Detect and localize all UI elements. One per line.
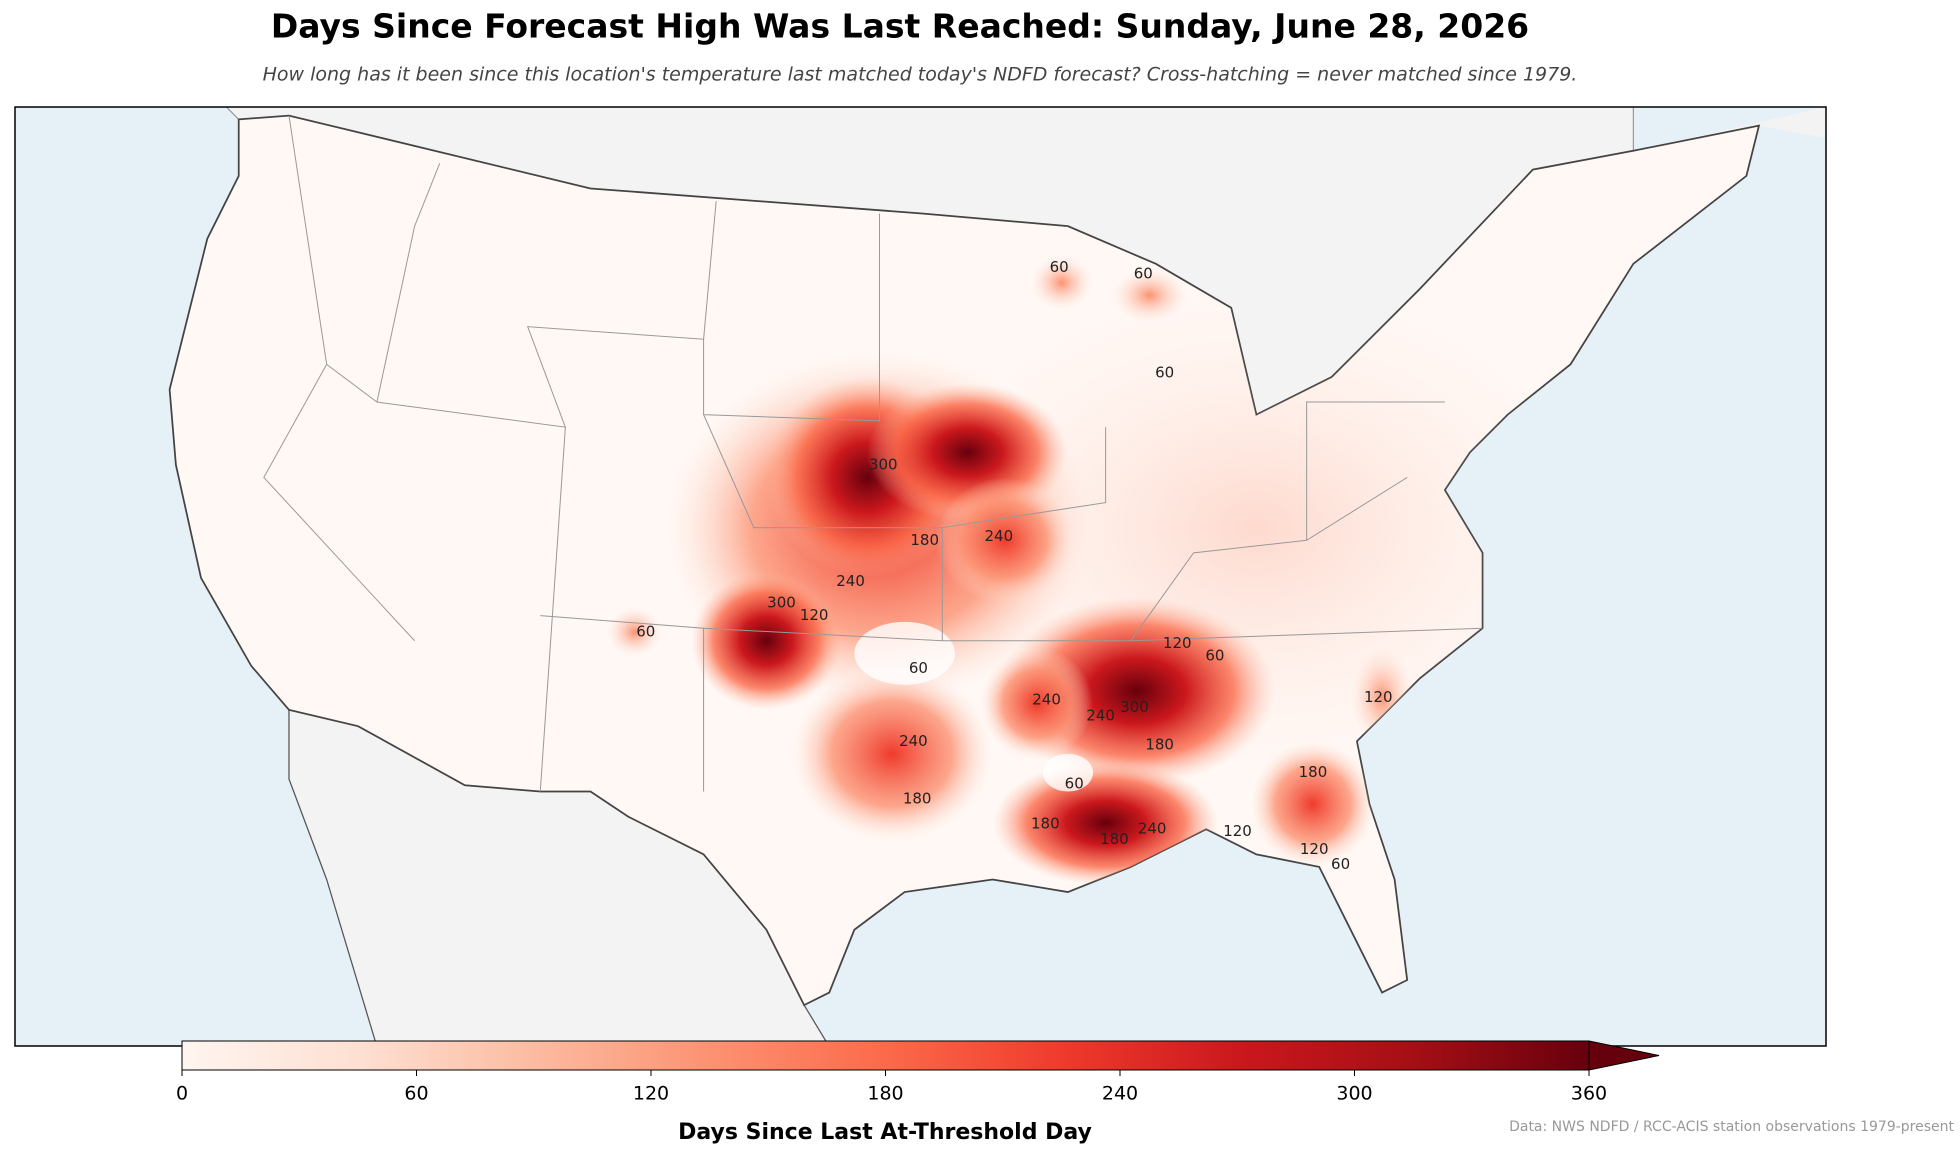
contour-label: 240 bbox=[899, 732, 928, 750]
colorbar-tick-label: 240 bbox=[1102, 1083, 1138, 1105]
contour-label: 60 bbox=[1331, 855, 1350, 873]
contour-label: 60 bbox=[1205, 646, 1224, 664]
colorbar-extend bbox=[1588, 1040, 1660, 1071]
contour-label: 240 bbox=[836, 572, 865, 590]
colorbar-tick-label: 0 bbox=[176, 1083, 188, 1105]
contour-label: 240 bbox=[1032, 690, 1061, 708]
source-note: Data: NWS NDFD / RCC-ACIS station observ… bbox=[1509, 1119, 1954, 1135]
contour-label: 180 bbox=[910, 531, 939, 549]
contour-label: 180 bbox=[903, 790, 932, 808]
colorbar-ramp bbox=[181, 1040, 1590, 1071]
colorbar-tick-label: 60 bbox=[404, 1083, 428, 1105]
contour-label: 240 bbox=[1086, 707, 1115, 725]
contour-label: 60 bbox=[1134, 264, 1153, 282]
contour-label: 120 bbox=[1163, 634, 1192, 652]
colorbar-tick-label: 180 bbox=[867, 1083, 903, 1105]
colorbar-tick-label: 360 bbox=[1571, 1083, 1607, 1105]
contour-label: 180 bbox=[1100, 830, 1129, 848]
contour-label: 60 bbox=[1155, 364, 1174, 382]
contour-label: 60 bbox=[1065, 774, 1084, 792]
subtitle: How long has it been since this location… bbox=[263, 64, 1578, 86]
contour-label: 120 bbox=[1223, 822, 1252, 840]
colorbar-tick-label: 300 bbox=[1336, 1083, 1372, 1105]
contour-label: 300 bbox=[869, 455, 898, 473]
contour-label: 120 bbox=[1364, 688, 1393, 706]
colorbar-tick-label: 120 bbox=[633, 1083, 669, 1105]
contour-label: 300 bbox=[767, 594, 796, 612]
colorbar: 0 60 120 180 240 300 360 bbox=[176, 1040, 1660, 1105]
contour-label: 180 bbox=[1031, 815, 1060, 833]
contour-label: 60 bbox=[909, 659, 928, 677]
contour-label: 60 bbox=[636, 622, 655, 640]
colorbar-label: Days Since Last At-Threshold Day bbox=[678, 1120, 1092, 1145]
contour-label: 180 bbox=[1299, 763, 1328, 781]
contour-label: 120 bbox=[1300, 840, 1329, 858]
contour-label: 180 bbox=[1145, 736, 1174, 754]
contour-label: 300 bbox=[1120, 698, 1149, 716]
contour-label: 120 bbox=[800, 606, 829, 624]
contour-label: 60 bbox=[1050, 258, 1069, 276]
contour-label: 240 bbox=[1138, 820, 1167, 838]
title: Days Since Forecast High Was Last Reache… bbox=[271, 7, 1529, 46]
contour-label: 240 bbox=[985, 527, 1014, 545]
